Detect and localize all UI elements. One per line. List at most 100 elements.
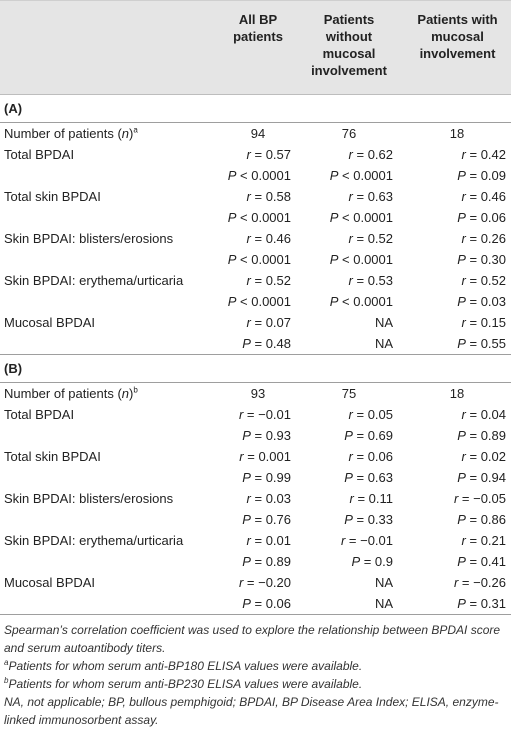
cell: P < 0.0001 — [329, 168, 393, 183]
cell: r = 0.21 — [461, 533, 506, 548]
row-label: Skin BPDAI: blisters/erosions — [4, 491, 174, 506]
cell: P < 0.0001 — [227, 168, 291, 183]
cell: r = 0.62 — [348, 147, 393, 162]
cell: P = 0.94 — [457, 470, 506, 485]
row-label: Mucosal BPDAI — [4, 315, 96, 330]
cell: P < 0.0001 — [227, 252, 291, 267]
table-row: P = 0.93 P = 0.69 P = 0.89 — [0, 425, 511, 446]
cell: P < 0.0001 — [227, 294, 291, 309]
cell: P = 0.89 — [242, 554, 291, 569]
table-row: Skin BPDAI: blisters/erosions r = 0.03 r =… — [0, 488, 511, 509]
table-row: P = 0.99 P = 0.63 P = 0.94 — [0, 467, 511, 488]
footnote-a: aPatients for whom serum anti-BP180 ELIS… — [4, 658, 363, 674]
cell: P = 0.99 — [242, 470, 291, 485]
table-row: Total skin BPDAI r = 0.001 r = 0.06 r = 0.0… — [0, 446, 511, 467]
section-b-rows: Total BPDAI r = −0.01 r = 0.05 r = 0.04 P = … — [0, 404, 511, 614]
divider — [0, 354, 511, 355]
cell: r = 0.07 — [246, 315, 291, 330]
cell: r = −0.05 — [453, 491, 506, 506]
section-a-label: (A) — [4, 101, 23, 116]
cell: r = 0.46 — [461, 189, 506, 204]
table-row: Total BPDAI r = −0.01 r = 0.05 r = 0.04 — [0, 404, 511, 425]
cell: 18 — [449, 126, 465, 141]
cell: P < 0.0001 — [329, 210, 393, 225]
table-row: Skin BPDAI: blisters/erosions r = 0.46 r =… — [0, 228, 511, 249]
cell: r = −0.01 — [238, 407, 291, 422]
table-row: P < 0.0001 P < 0.0001 P = 0.06 — [0, 207, 511, 228]
cell: r = 0.46 — [246, 231, 291, 246]
cell: P = 0.06 — [242, 596, 291, 611]
cell: P = 0.89 — [457, 428, 506, 443]
cell: P = 0.63 — [344, 470, 393, 485]
table-row: P = 0.76 P = 0.33 P = 0.86 — [0, 509, 511, 530]
cell: P = 0.31 — [457, 596, 506, 611]
table-row: P = 0.06 NA P = 0.31 — [0, 593, 511, 614]
row-label: Skin BPDAI: erythema/urticaria — [4, 273, 184, 288]
cell: r = 0.01 — [246, 533, 291, 548]
table-row: Skin BPDAI: erythema/urticaria r = 0.01 r … — [0, 530, 511, 551]
cell: P = 0.93 — [242, 428, 291, 443]
cell: NA — [374, 575, 393, 590]
header-without-mucosal: Patients without mucosal involvement — [311, 12, 387, 78]
cell: r = 0.03 — [246, 491, 291, 506]
cell: r = 0.52 — [461, 273, 506, 288]
header-with-mucosal: Patients with mucosal involvement — [417, 12, 498, 61]
section-b-label: (B) — [4, 361, 23, 376]
cell: r = 0.05 — [348, 407, 393, 422]
cell: 93 — [250, 386, 266, 401]
cell: P = 0.06 — [457, 210, 506, 225]
cell: r = 0.02 — [461, 449, 506, 464]
cell: r = 0.26 — [461, 231, 506, 246]
cell: P = 0.48 — [242, 336, 291, 351]
cell: NA — [374, 596, 393, 611]
cell: P = 0.69 — [344, 428, 393, 443]
divider — [0, 122, 511, 123]
cell: r = 0.52 — [246, 273, 291, 288]
cell: NA — [374, 336, 393, 351]
cell: r = 0.58 — [246, 189, 291, 204]
table-row: P = 0.48 NA P = 0.55 — [0, 333, 511, 354]
section-a-rows: Total BPDAI r = 0.57 r = 0.62 r = 0.42 P < 0… — [0, 144, 511, 354]
cell: P = 0.03 — [457, 294, 506, 309]
cell: r = 0.52 — [348, 231, 393, 246]
cell: 94 — [250, 126, 266, 141]
row-label: Total BPDAI — [4, 147, 75, 162]
cell: r = −0.01 — [340, 533, 393, 548]
table-row: P = 0.89 P = 0.9 P = 0.41 — [0, 551, 511, 572]
cell: P = 0.86 — [457, 512, 506, 527]
cell: 18 — [449, 386, 465, 401]
table-row: Number of patients (n)a 94 76 18 — [0, 123, 511, 144]
footnote-abbreviations: NA, not applicable; BP, bullous pemphigo… — [4, 695, 499, 727]
cell: 75 — [341, 386, 357, 401]
cell: P = 0.9 — [351, 554, 393, 569]
cell: P = 0.55 — [457, 336, 506, 351]
cell: r = −0.26 — [453, 575, 506, 590]
cell: r = 0.63 — [348, 189, 393, 204]
divider — [0, 382, 511, 383]
cell: P = 0.41 — [457, 554, 506, 569]
cell: P < 0.0001 — [329, 294, 393, 309]
footnote-b: bPatients for whom serum anti-BP230 ELIS… — [4, 676, 363, 692]
cell: r = 0.04 — [461, 407, 506, 422]
cell: r = −0.20 — [238, 575, 291, 590]
cell: r = 0.001 — [239, 449, 291, 464]
table-header: All BP patients Patients without mucosal… — [0, 0, 511, 95]
cell: r = 0.53 — [348, 273, 393, 288]
cell: P = 0.76 — [242, 512, 291, 527]
table-row: Total BPDAI r = 0.57 r = 0.62 r = 0.42 — [0, 144, 511, 165]
cell: P = 0.30 — [457, 252, 506, 267]
row-label: Mucosal BPDAI — [4, 575, 96, 590]
table-row: P < 0.0001 P < 0.0001 P = 0.03 — [0, 291, 511, 312]
footnote-main: Spearman’s correlation coefficient was u… — [4, 623, 501, 655]
cell: r = 0.06 — [348, 449, 393, 464]
table-row: P < 0.0001 P < 0.0001 P = 0.30 — [0, 249, 511, 270]
cell: NA — [374, 315, 393, 330]
table-row: Mucosal BPDAI r = 0.07 NA r = 0.15 — [0, 312, 511, 333]
row-label: Skin BPDAI: blisters/erosions — [4, 231, 174, 246]
cell: r = 0.15 — [461, 315, 506, 330]
row-label: Total skin BPDAI — [4, 189, 101, 204]
cell: r = 0.11 — [349, 491, 394, 506]
row-label: Skin BPDAI: erythema/urticaria — [4, 533, 184, 548]
row-label: Number of patients (n)a — [4, 125, 138, 141]
